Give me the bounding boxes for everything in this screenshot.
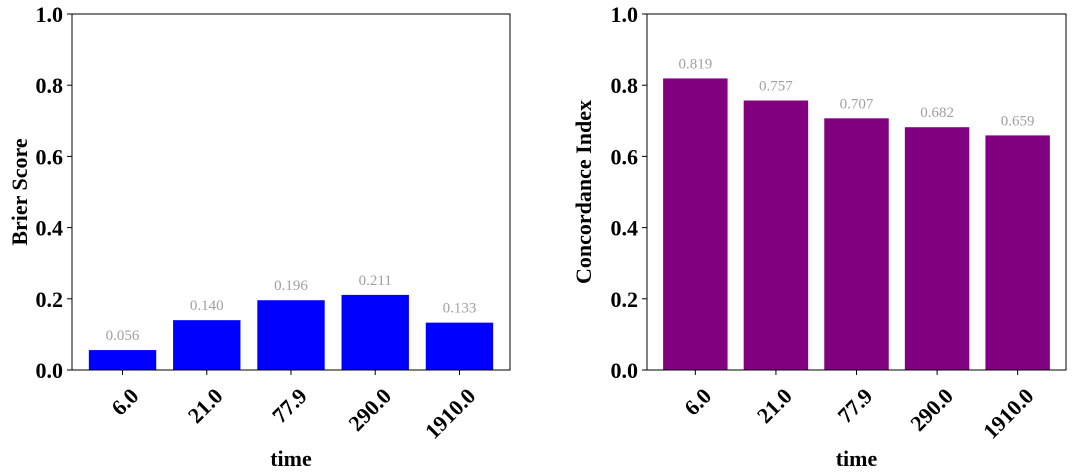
x-tick-label-21.0: 21.0	[752, 383, 797, 428]
data-label-21.0: 0.757	[759, 79, 793, 95]
bar-290.0	[904, 127, 970, 370]
bar-77.9	[257, 300, 325, 370]
x-tick-label-21.0: 21.0	[183, 383, 228, 428]
data-label-290.0: 0.211	[359, 273, 392, 289]
data-label-1910.0: 0.133	[443, 301, 477, 317]
y-tick-label-0.0: 0.0	[611, 358, 639, 383]
y-axis-label: Brier Score	[7, 138, 32, 246]
x-tick-label-1910.0: 1910.0	[978, 383, 1038, 443]
bar-1910.0	[985, 135, 1050, 370]
x-tick-label-6.0: 6.0	[106, 383, 143, 420]
bar-290.0	[341, 294, 409, 370]
x-axis-label: time	[836, 446, 878, 471]
brier-score-chart: 0.056 6.0 0.140 21.0 0.196 77.9 0.211 290.0 0.13…	[7, 2, 511, 471]
y-tick-label-0.4: 0.4	[611, 216, 639, 241]
bar-21.0	[173, 320, 241, 370]
bar-1910.0	[425, 322, 494, 370]
y-axis-label: Concordance Index	[571, 100, 596, 284]
x-tick-label-290.0: 290.0	[343, 383, 396, 436]
y-tick-label-1.0: 1.0	[611, 2, 639, 27]
x-axis-label: time	[270, 446, 312, 471]
x-tick-label-77.9: 77.9	[267, 383, 312, 428]
y-tick-label-0.4: 0.4	[36, 216, 64, 241]
y-tick-label-1.0: 1.0	[36, 2, 64, 27]
y-tick-label-0.2: 0.2	[36, 287, 64, 312]
x-tick-label-290.0: 290.0	[905, 383, 958, 436]
y-tick-label-0.0: 0.0	[36, 358, 64, 383]
bar-6.0	[663, 78, 728, 370]
bar-77.9	[824, 118, 889, 370]
y-tick-label-0.6: 0.6	[611, 144, 639, 169]
x-tick-label-77.9: 77.9	[832, 383, 877, 428]
bar-6.0	[88, 350, 157, 370]
y-tick-label-0.8: 0.8	[36, 73, 64, 98]
x-tick-label-6.0: 6.0	[679, 383, 716, 420]
y-tick-label-0.2: 0.2	[611, 287, 639, 312]
data-label-21.0: 0.140	[190, 298, 224, 314]
y-tick-label-0.8: 0.8	[611, 73, 639, 98]
data-label-77.9: 0.707	[840, 96, 874, 112]
y-tick-label-0.6: 0.6	[36, 144, 64, 169]
x-tick-label-1910.0: 1910.0	[420, 383, 480, 443]
bar-21.0	[743, 100, 809, 371]
data-label-6.0: 0.819	[678, 56, 712, 72]
data-label-1910.0: 0.659	[1001, 113, 1035, 129]
plot-frame	[71, 13, 511, 371]
data-label-6.0: 0.056	[106, 328, 140, 344]
data-label-77.9: 0.196	[274, 278, 308, 294]
plot-frame	[646, 13, 1067, 371]
data-label-290.0: 0.682	[920, 105, 954, 121]
concordance-index-chart: 0.819 6.0 0.757 21.0 0.707 77.9 0.682 290.0 0.65…	[571, 2, 1067, 471]
